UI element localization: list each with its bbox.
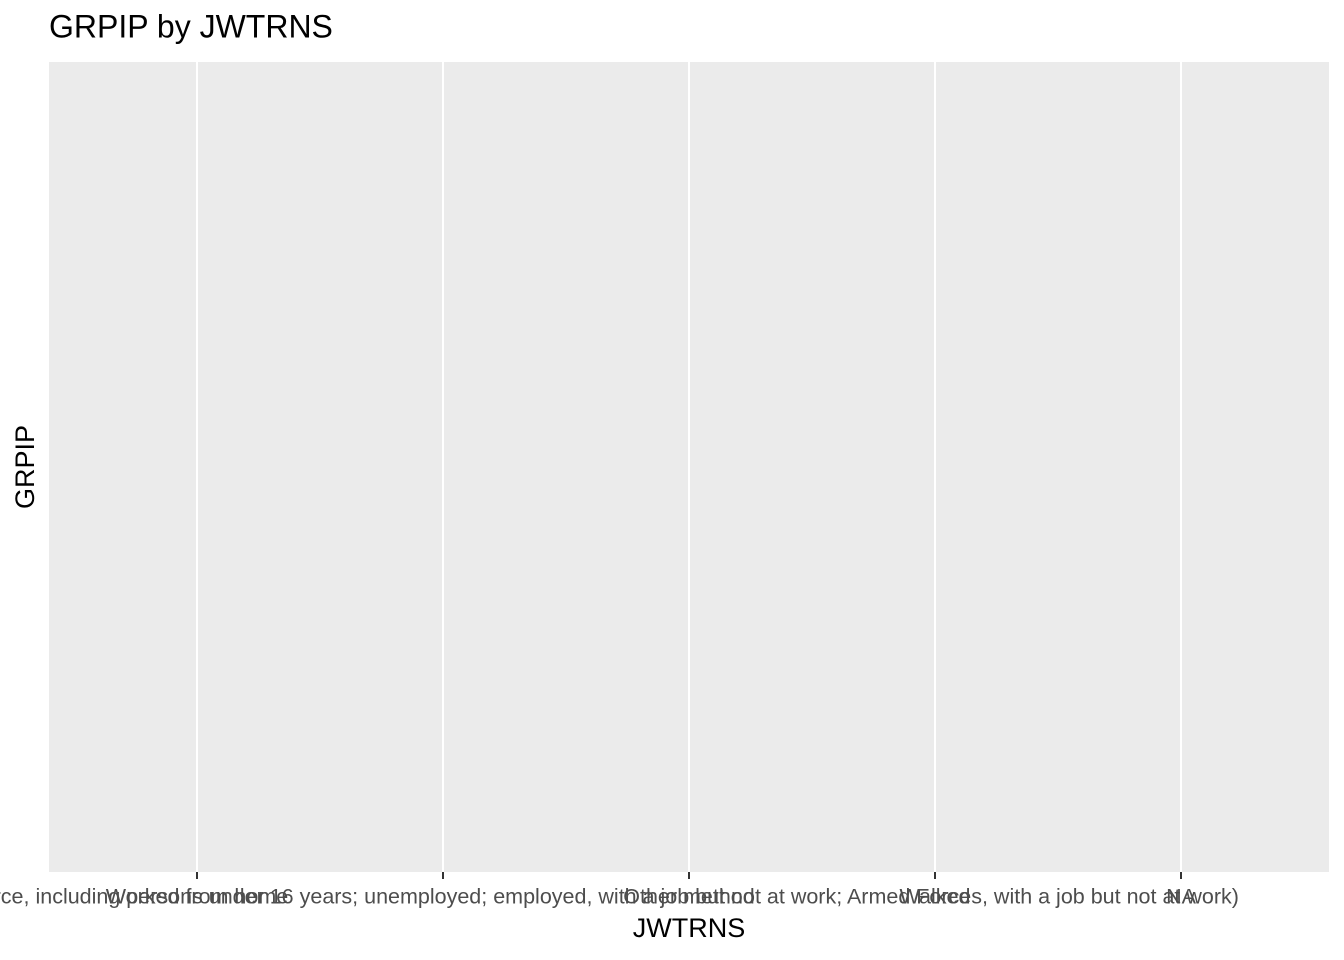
x-tick-label: Other method bbox=[623, 885, 754, 909]
x-tick-label: Worked from home bbox=[106, 885, 288, 909]
x-axis-label: JWTRNS bbox=[633, 913, 745, 943]
x-tick-label: N/A (not a worker--not in the labor forc… bbox=[0, 885, 1239, 909]
x-tick-label: NA bbox=[1166, 885, 1197, 909]
chart-title: GRPIP by JWTRNS bbox=[49, 8, 333, 44]
x-tick-label: Walked bbox=[900, 885, 971, 909]
y-axis-label: GRPIP bbox=[10, 425, 40, 509]
